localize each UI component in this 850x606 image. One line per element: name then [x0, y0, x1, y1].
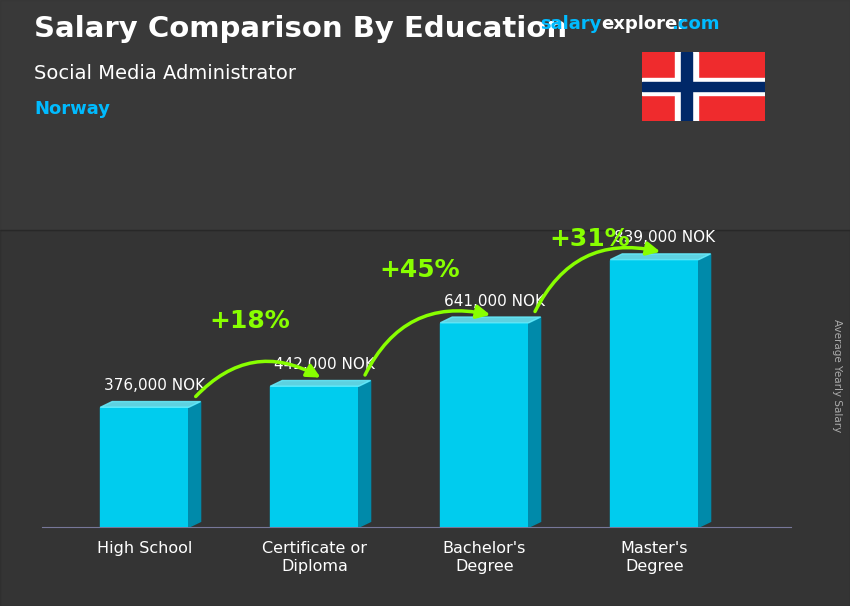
Bar	[642, 78, 765, 95]
Polygon shape	[440, 323, 529, 527]
Polygon shape	[359, 381, 371, 527]
Text: +31%: +31%	[550, 227, 631, 251]
Polygon shape	[699, 254, 711, 527]
Polygon shape	[440, 317, 541, 323]
Text: +45%: +45%	[380, 258, 460, 282]
Text: 442,000 NOK: 442,000 NOK	[274, 357, 375, 372]
Text: 839,000 NOK: 839,000 NOK	[614, 230, 715, 245]
Polygon shape	[610, 259, 699, 527]
Text: Norway: Norway	[34, 100, 110, 118]
Text: 641,000 NOK: 641,000 NOK	[444, 293, 545, 308]
Text: Social Media Administrator: Social Media Administrator	[34, 64, 296, 82]
FancyBboxPatch shape	[0, 0, 850, 230]
Polygon shape	[100, 402, 201, 407]
Polygon shape	[529, 317, 541, 527]
Polygon shape	[189, 402, 201, 527]
Text: Average Yearly Salary: Average Yearly Salary	[832, 319, 842, 432]
Text: explorer: explorer	[601, 15, 686, 33]
Text: salary: salary	[540, 15, 601, 33]
Text: +18%: +18%	[210, 309, 291, 333]
Polygon shape	[610, 254, 711, 259]
Bar	[681, 52, 692, 121]
Text: Salary Comparison By Education: Salary Comparison By Education	[34, 15, 567, 43]
FancyBboxPatch shape	[0, 230, 850, 606]
Polygon shape	[100, 407, 189, 527]
Text: 376,000 NOK: 376,000 NOK	[104, 378, 205, 393]
Text: .com: .com	[671, 15, 719, 33]
Bar	[642, 82, 765, 91]
Polygon shape	[270, 386, 359, 527]
Bar	[676, 52, 698, 121]
Polygon shape	[270, 381, 371, 386]
